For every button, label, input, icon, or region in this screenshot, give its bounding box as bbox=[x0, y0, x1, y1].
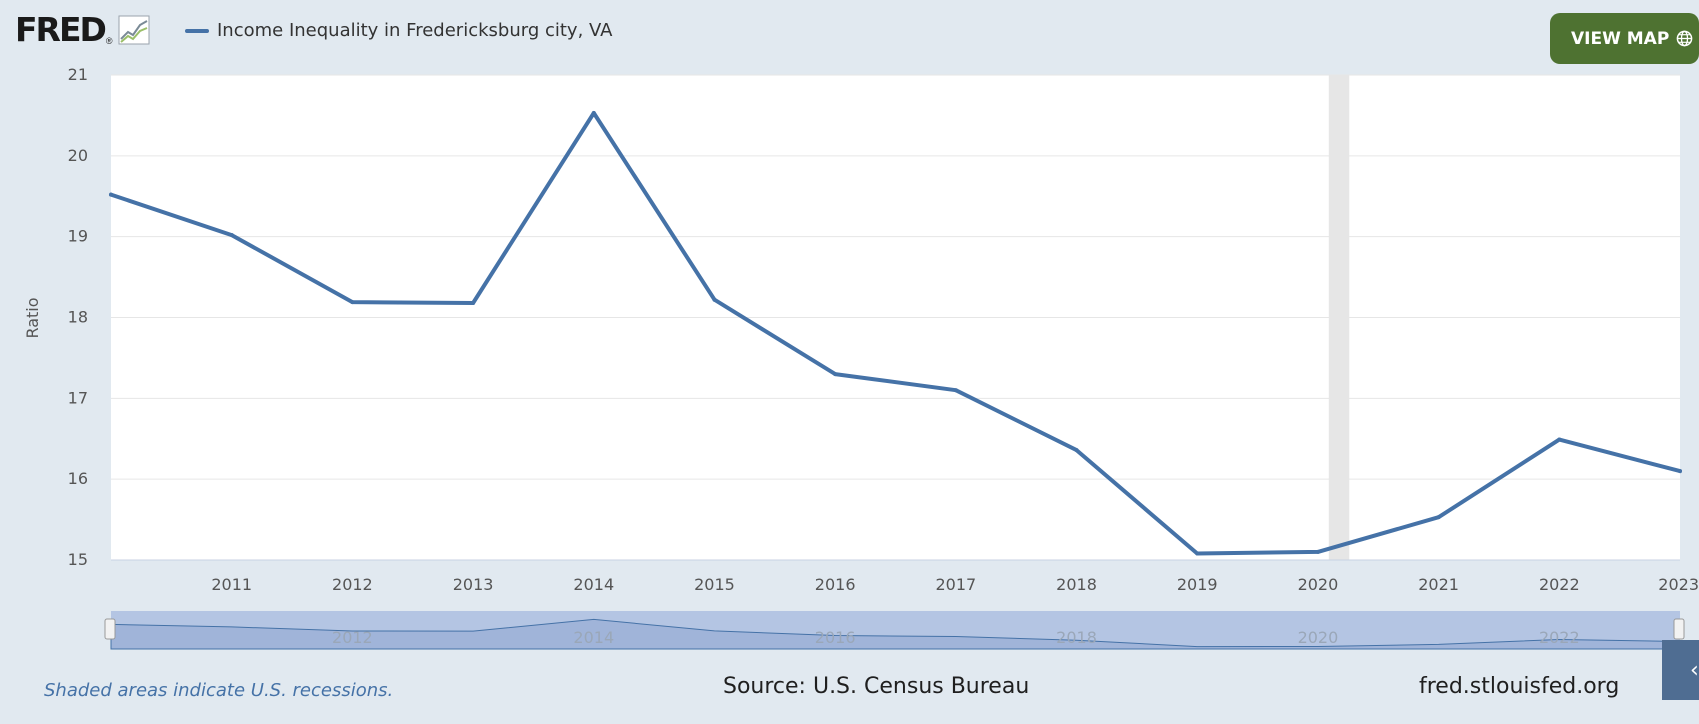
x-tick-label: 2022 bbox=[1539, 575, 1580, 594]
scroll-tab[interactable]: ‹ bbox=[1662, 640, 1699, 700]
x-tick-label: 2018 bbox=[1056, 575, 1097, 594]
y-axis-label: Ratio bbox=[23, 297, 42, 338]
x-tick-label: 2017 bbox=[935, 575, 976, 594]
view-map-button[interactable]: VIEW MAP bbox=[1550, 13, 1699, 64]
x-tick-label: 2019 bbox=[1177, 575, 1218, 594]
recession-note: Shaded areas indicate U.S. recessions. bbox=[44, 680, 394, 701]
registered-mark: ® bbox=[105, 36, 113, 46]
y-tick-label: 17 bbox=[68, 388, 88, 407]
data-point[interactable] bbox=[350, 300, 355, 305]
legend-swatch bbox=[185, 28, 209, 33]
x-tick-label: 2020 bbox=[1298, 575, 1339, 594]
data-point[interactable] bbox=[1678, 469, 1682, 474]
x-tick-label: 2021 bbox=[1418, 575, 1459, 594]
y-tick-label: 21 bbox=[68, 65, 88, 84]
navigator-label: 2014 bbox=[573, 628, 614, 647]
logo-text: FRED bbox=[15, 10, 107, 49]
chart-legend[interactable]: Income Inequality in Fredericksburg city… bbox=[185, 20, 613, 41]
y-tick-label: 15 bbox=[68, 550, 88, 569]
globe-icon bbox=[1676, 30, 1693, 47]
x-tick-label: 2012 bbox=[332, 575, 373, 594]
legend-label: Income Inequality in Fredericksburg city… bbox=[217, 20, 613, 41]
x-tick-label: 2015 bbox=[694, 575, 735, 594]
y-axis-ticks: 15 16 17 18 19 20 21 bbox=[68, 65, 88, 569]
view-map-label: VIEW MAP bbox=[1571, 28, 1670, 49]
data-point[interactable] bbox=[1074, 448, 1079, 453]
y-tick-label: 19 bbox=[68, 227, 88, 246]
data-point[interactable] bbox=[953, 388, 958, 393]
line-chart-icon bbox=[118, 15, 150, 45]
navigator-label: 2022 bbox=[1539, 628, 1580, 647]
y-tick-label: 18 bbox=[68, 308, 88, 327]
data-point[interactable] bbox=[1557, 437, 1562, 442]
data-point[interactable] bbox=[109, 192, 113, 197]
data-point[interactable] bbox=[1436, 515, 1441, 520]
fred-logo[interactable]: FRED ® bbox=[15, 10, 150, 50]
fred-url[interactable]: fred.stlouisfed.org bbox=[1419, 674, 1620, 699]
range-navigator[interactable]: 2012 2014 2016 2018 2020 2022 bbox=[104, 611, 1685, 650]
navigator-label: 2016 bbox=[815, 628, 856, 647]
navigator-label: 2018 bbox=[1056, 628, 1097, 647]
y-tick-label: 16 bbox=[68, 469, 88, 488]
x-tick-label: 2023 bbox=[1658, 575, 1699, 594]
navigator-handle-left[interactable] bbox=[104, 618, 116, 640]
navigator-handle-right[interactable] bbox=[1673, 618, 1685, 640]
x-tick-label: 2011 bbox=[211, 575, 252, 594]
data-point[interactable] bbox=[1315, 549, 1320, 554]
chevron-left-icon: ‹ bbox=[1690, 658, 1699, 683]
navigator-series bbox=[110, 618, 1681, 650]
source-credit: Source: U.S. Census Bureau bbox=[723, 674, 1030, 699]
data-point[interactable] bbox=[833, 372, 838, 377]
x-tick-label: 2014 bbox=[573, 575, 614, 594]
x-axis-ticks: 2011 2012 2013 2014 2015 2016 2017 2018 2019 2020… bbox=[211, 575, 1699, 594]
gridlines bbox=[111, 74, 1680, 561]
data-point[interactable] bbox=[471, 300, 476, 305]
navigator-label: 2012 bbox=[332, 628, 373, 647]
x-tick-label: 2013 bbox=[453, 575, 494, 594]
series-lines[interactable] bbox=[109, 110, 1682, 556]
series-line[interactable] bbox=[109, 111, 1682, 556]
chart-header: FRED ® Income Inequality in Fredericksbu… bbox=[0, 0, 1699, 70]
navigator-label: 2020 bbox=[1298, 628, 1339, 647]
data-point[interactable] bbox=[591, 110, 596, 115]
x-tick-label: 2016 bbox=[815, 575, 856, 594]
data-point[interactable] bbox=[1195, 551, 1200, 556]
y-tick-label: 20 bbox=[68, 146, 88, 165]
data-point[interactable] bbox=[712, 297, 717, 302]
data-point[interactable] bbox=[229, 233, 234, 238]
